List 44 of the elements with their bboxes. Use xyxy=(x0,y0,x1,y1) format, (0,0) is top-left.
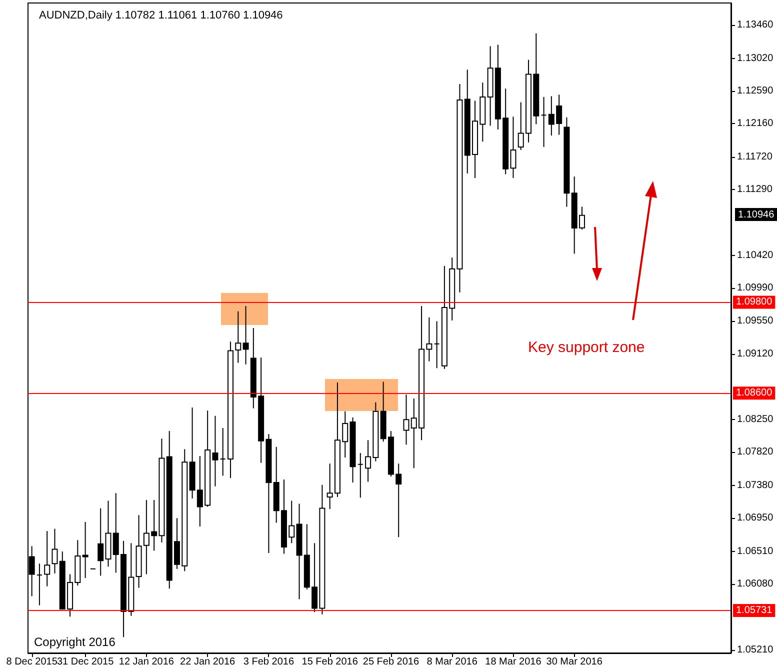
x-tick-label: 25 Feb 2016 xyxy=(362,656,420,668)
y-tick-label: 1.11290 xyxy=(737,184,773,195)
x-tick-label: 31 Dec 2015 xyxy=(56,656,114,668)
x-tick-label: 18 Mar 2016 xyxy=(485,656,542,668)
candlestick xyxy=(44,530,50,587)
candlestick xyxy=(242,306,249,365)
x-tick-label: 8 Mar 2016 xyxy=(426,656,478,668)
y-tick-label: 1.09120 xyxy=(737,348,774,360)
y-tick-label: 1.10420 xyxy=(737,250,774,261)
candlestick xyxy=(434,320,440,369)
candlestick xyxy=(403,394,410,446)
candlestick xyxy=(540,96,547,148)
y-tick-label: 1.08250 xyxy=(737,414,774,426)
y-tick-label: 1.13020 xyxy=(737,52,774,64)
x-tick-label: 30 Mar 2016 xyxy=(546,656,603,668)
annotation: Copyright 2016 xyxy=(34,635,116,649)
candlestick xyxy=(36,563,42,606)
annotation: Key support zone xyxy=(528,339,645,356)
ref-line-label: 1.08600 xyxy=(736,388,773,399)
y-tick-label: 1.12160 xyxy=(737,118,774,129)
y-tick-label: 1.07380 xyxy=(737,480,774,492)
y-tick-label: 1.05210 xyxy=(737,644,774,656)
candlestick xyxy=(52,528,58,574)
y-tick-label: 1.06950 xyxy=(737,512,774,524)
ref-line-label: 1.09800 xyxy=(736,296,773,308)
candlestick xyxy=(82,521,88,578)
x-tick-label: 3 Feb 2016 xyxy=(243,656,294,668)
y-tick-label: 1.07820 xyxy=(737,446,774,458)
y-tick-label: 1.13460 xyxy=(737,19,774,30)
candlestick xyxy=(357,452,364,498)
y-tick-label: 1.11720 xyxy=(737,151,773,162)
y-tick-label: 1.12590 xyxy=(737,85,774,96)
x-tick-label: 8 Dec 2015 xyxy=(6,656,58,668)
x-tick-label: 12 Jan 2016 xyxy=(118,656,174,668)
y-tick-label: 1.06080 xyxy=(737,578,774,590)
y-tick-label: 1.09550 xyxy=(737,316,774,327)
y-tick-label: 1.06510 xyxy=(737,546,774,557)
text: AUDNZD,Daily 1.10782 1.11061 1.10760 1.10946 xyxy=(39,10,283,22)
x-tick-label: 22 Jan 2016 xyxy=(180,656,236,668)
candlestick xyxy=(220,428,226,476)
ref-line-label: 1.05731 xyxy=(736,605,773,616)
x-tick-label: 15 Feb 2016 xyxy=(302,656,358,668)
y-tick-label: 1.09990 xyxy=(737,282,774,294)
text: 1.10946 xyxy=(738,210,775,220)
